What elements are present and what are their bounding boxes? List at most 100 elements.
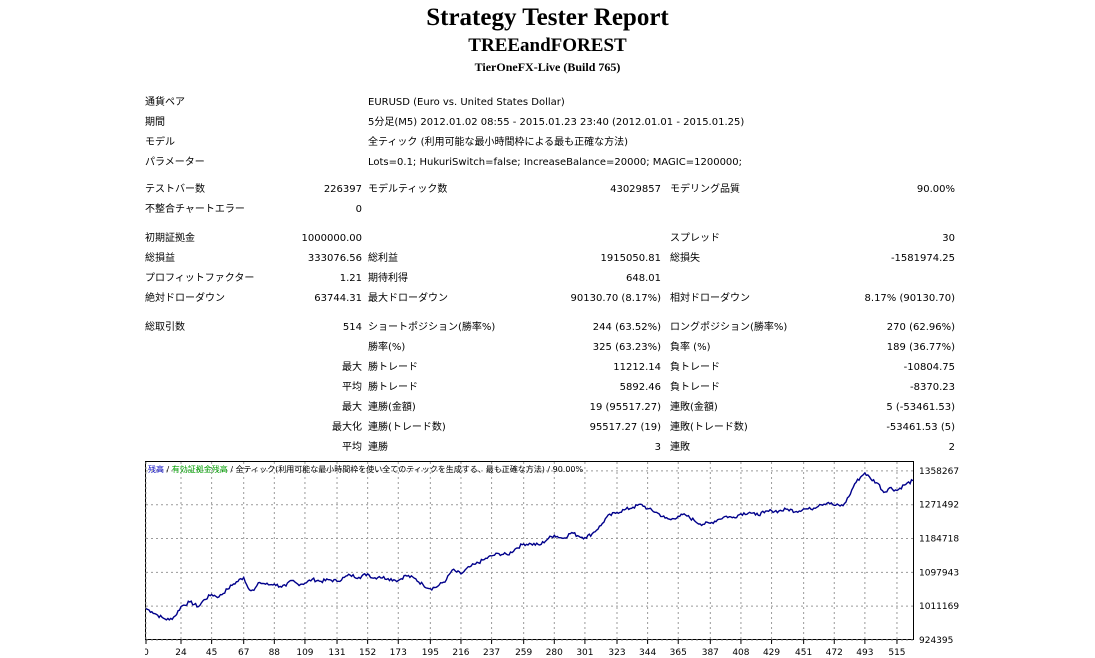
x-tick-label: 493 (856, 648, 873, 658)
avg-win-value: 5892.46 (619, 382, 661, 393)
largest-loss-value: -10804.75 (903, 362, 955, 373)
rel-drawdown-label: 相対ドローダウン (670, 293, 750, 304)
ticks-label: モデルティック数 (368, 184, 448, 195)
gross-profit-label: 総利益 (368, 253, 398, 264)
x-tick-label: 0 (145, 648, 149, 658)
x-tick-label: 259 (515, 648, 532, 658)
gross-profit-value: 1915050.81 (600, 253, 661, 264)
avg-consec-losses-label: 連敗 (670, 442, 690, 453)
avg-loss-label: 負トレード (670, 382, 720, 393)
consec-loss-value: -53461.53 (5) (886, 422, 955, 433)
bars-label: テストバー数 (145, 184, 205, 195)
legend-sep-2: / (228, 465, 236, 474)
x-tick-label: 195 (422, 648, 439, 658)
gross-loss-label: 総損失 (670, 253, 700, 264)
plot-frame (145, 461, 914, 640)
x-tick-label: 365 (670, 648, 687, 658)
y-axis: 924395 1011169 1097943 1184718 1271492 135826… (919, 467, 959, 646)
average-consec-label: 平均 (342, 442, 362, 453)
legend-description: 全ティック(利用可能な最小時間枠を使い全てのティックを生成する、最も正確な方法)… (236, 464, 584, 474)
abs-drawdown-value: 63744.31 (314, 293, 362, 304)
symbol-label: 通貨ペア (145, 97, 185, 108)
deposit-value: 1000000.00 (301, 233, 362, 244)
largest-loss-label: 負トレード (670, 362, 720, 373)
net-profit-label: 総損益 (145, 253, 175, 264)
x-tick-label: 109 (296, 648, 313, 658)
model-label: モデル (145, 137, 175, 148)
profit-factor-label: プロフィットファクター (145, 273, 255, 284)
average-label: 平均 (342, 382, 362, 393)
x-axis: 0 24 45 67 88 109 131 152 173 195 216 237 259 280 301 3… (145, 640, 906, 658)
loss-rate-value: 189 (36.77%) (886, 342, 955, 353)
short-positions-value: 244 (63.52%) (592, 322, 661, 333)
total-trades-label: 総取引数 (145, 322, 185, 333)
bars-value: 226397 (323, 184, 362, 195)
largest-win-label: 勝トレード (368, 362, 418, 373)
maximal-label: 最大化 (332, 422, 362, 433)
quality-label: モデリング品質 (670, 184, 740, 195)
x-tick-label: 344 (639, 648, 656, 658)
deposit-label: 初期証拠金 (145, 233, 195, 244)
period-value: 5分足(M5) 2012.01.02 08:55 - 2015.01.23 23… (368, 117, 745, 128)
balance-chart: 924395 1011169 1097943 1184718 1271492 135826… (145, 461, 959, 658)
y-tick-label: 1184718 (919, 535, 959, 545)
period-label: 期間 (145, 117, 165, 128)
x-tick-label: 472 (826, 648, 843, 658)
avg-loss-value: -8370.23 (910, 382, 955, 393)
expert-name: TREEandFOREST (468, 35, 627, 56)
maximum-label: 最大 (342, 402, 362, 413)
balance-line (145, 471, 914, 621)
consec-loss-label: 連敗(トレード数) (670, 422, 748, 433)
gross-loss-value: -1581974.25 (890, 253, 955, 264)
x-tick-label: 45 (206, 648, 217, 658)
spread-label: スプレッド (670, 233, 720, 244)
x-tick-label: 451 (795, 648, 812, 658)
errors-value: 0 (355, 204, 362, 215)
avg-win-label: 勝トレード (368, 382, 418, 393)
ticks-value: 43029857 (610, 184, 661, 195)
total-trades-value: 514 (342, 322, 362, 333)
legend: 残高 / 有効証拠金残高 / 全ティック(利用可能な最小時間枠を使い全てのティッ… (148, 464, 584, 474)
abs-drawdown-label: 絶対ドローダウン (145, 293, 225, 304)
x-tick-label: 429 (763, 648, 780, 658)
short-positions-label: ショートポジション(勝率%) (368, 322, 496, 333)
x-tick-label: 24 (175, 648, 187, 658)
x-tick-label: 387 (702, 648, 719, 658)
win-rate-label: 勝率(%) (368, 342, 406, 353)
legend-balance: 残高 (148, 464, 164, 474)
x-tick-label: 152 (359, 648, 376, 658)
long-positions-value: 270 (62.96%) (886, 322, 955, 333)
expected-payoff-label: 期待利得 (368, 273, 408, 284)
x-tick-label: 280 (546, 648, 563, 658)
symbol-value: EURUSD (Euro vs. United States Dollar) (368, 97, 565, 108)
max-drawdown-value: 90130.70 (8.17%) (570, 293, 661, 304)
x-tick-label: 216 (452, 648, 469, 658)
x-tick-label: 88 (269, 648, 281, 658)
report-title: Strategy Tester Report (426, 4, 669, 31)
errors-label: 不整合チャートエラー (145, 204, 245, 215)
x-tick-label: 173 (390, 648, 407, 658)
params-label: パラメーター (145, 157, 205, 168)
consec-profit-label: 連勝(トレード数) (368, 422, 446, 433)
x-tick-label: 515 (888, 648, 905, 658)
x-tick-label: 408 (732, 648, 749, 658)
y-tick-label: 1358267 (919, 467, 959, 477)
legend-equity: 有効証拠金残高 (172, 464, 228, 474)
server-build: TierOneFX-Live (Build 765) (474, 60, 621, 74)
avg-consec-losses-value: 2 (948, 442, 955, 453)
avg-consec-wins-value: 3 (654, 442, 661, 453)
x-tick-label: 237 (483, 648, 500, 658)
rel-drawdown-value: 8.17% (90130.70) (864, 293, 955, 304)
consec-losses-value: 5 (-53461.53) (886, 402, 955, 413)
long-positions-label: ロングポジション(勝率%) (670, 322, 788, 333)
quality-value: 90.00% (916, 184, 955, 195)
y-tick-label: 924395 (919, 636, 953, 646)
legend-sep-1: / (164, 465, 172, 474)
x-tick-label: 323 (608, 648, 625, 658)
consec-wins-label: 連勝(金額) (368, 402, 416, 413)
expected-payoff-value: 648.01 (626, 273, 661, 284)
params-value: Lots=0.1; HukuriSwitch=false; IncreaseBa… (368, 157, 743, 168)
y-tick-label: 1271492 (919, 501, 959, 511)
consec-wins-value: 19 (95517.27) (589, 402, 661, 413)
largest-win-value: 11212.14 (613, 362, 661, 373)
